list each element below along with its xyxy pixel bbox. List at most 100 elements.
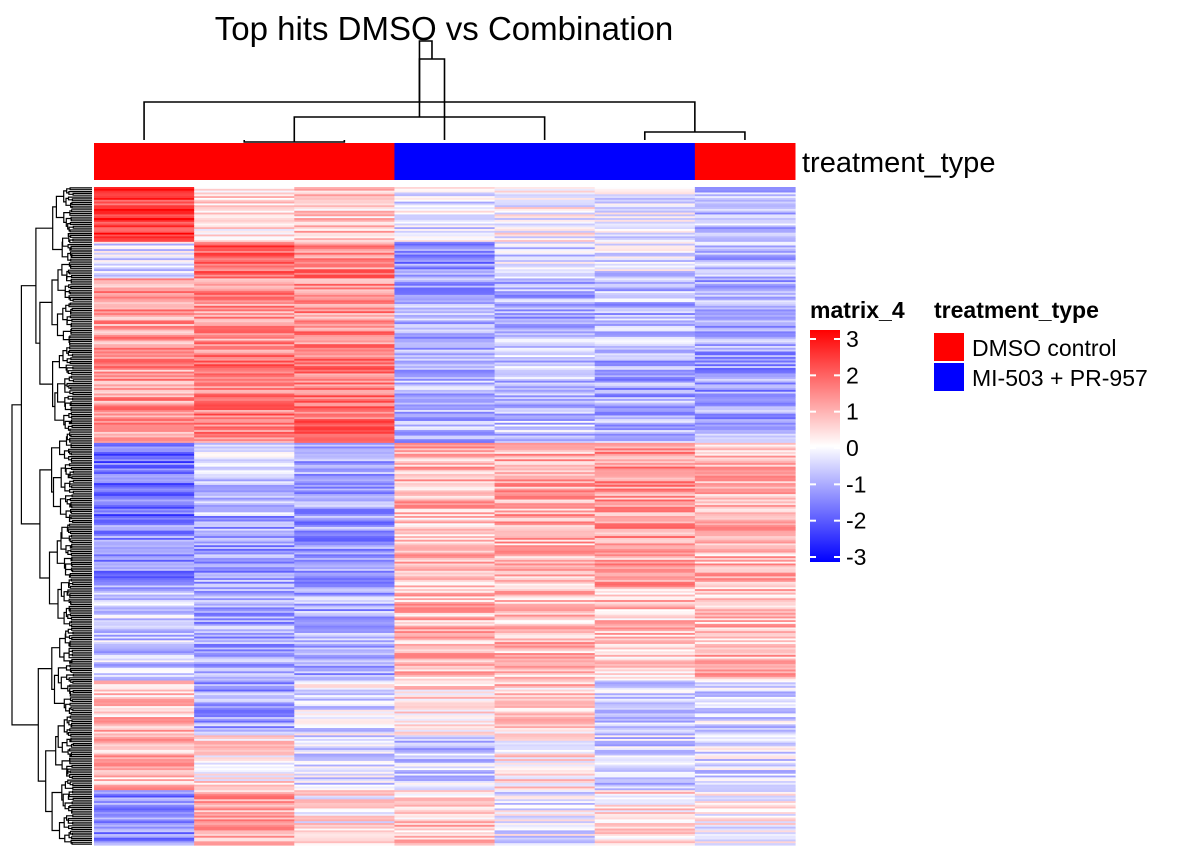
heatmap-cell (594, 779, 696, 782)
heatmap-cell (194, 640, 295, 643)
heatmap-cell (94, 219, 195, 223)
heatmap-cell (294, 245, 396, 248)
heatmap-cell (494, 497, 596, 501)
heatmap-cell (294, 638, 396, 641)
heatmap-cell (494, 428, 596, 431)
heatmap-cell (294, 601, 396, 605)
heatmap-cell (294, 731, 396, 735)
heatmap-cell (94, 313, 195, 316)
heatmap-cell (594, 572, 696, 576)
heatmap-cell (294, 726, 396, 729)
heatmap-cell (394, 325, 496, 329)
heatmap-cell (94, 426, 195, 429)
heatmap-cell (194, 667, 295, 671)
heatmap-cell (494, 713, 596, 716)
heatmap-cell (394, 534, 496, 537)
heatmap-cell (194, 219, 295, 223)
heatmap-cell (594, 340, 696, 343)
heatmap-cell (394, 397, 496, 400)
heatmap-cell (94, 402, 195, 406)
heatmap-cell (394, 241, 496, 245)
heatmap-cell (594, 461, 696, 464)
heatmap-cell (394, 276, 496, 279)
heatmap-cell (194, 598, 295, 601)
heatmap-cell (294, 265, 396, 269)
heatmap-cell (594, 521, 696, 524)
heatmap-cell (394, 656, 496, 660)
heatmap-cell (594, 735, 696, 738)
heatmap-cell (94, 552, 195, 555)
heatmap-cell (194, 618, 295, 621)
heatmap-cell (194, 300, 295, 303)
heatmap-cell (494, 735, 596, 738)
heatmap-cell (694, 261, 796, 265)
heatmap-cell (94, 810, 195, 813)
heatmap-cell (194, 790, 295, 793)
heatmap-cell (94, 229, 195, 232)
heatmap-cell (94, 523, 195, 526)
heatmap-cell (594, 654, 696, 658)
heatmap-cell (594, 790, 696, 793)
heatmap-cell (194, 346, 295, 349)
heatmap-cell (394, 472, 496, 475)
heatmap-cell (394, 386, 496, 389)
heatmap-cell (694, 545, 796, 548)
heatmap-cell (694, 766, 796, 769)
heatmap-cell (194, 647, 295, 651)
heatmap-cell (194, 322, 295, 325)
heatmap-cell (394, 823, 496, 826)
heatmap-cell (294, 819, 396, 822)
heatmap-cell (294, 510, 396, 513)
heatmap-cell (294, 366, 396, 369)
heatmap-cell (494, 389, 596, 393)
heatmap-cell (194, 389, 295, 393)
heatmap-cell (394, 382, 496, 385)
heatmap-cell (294, 194, 396, 197)
heatmap-cell (294, 812, 396, 815)
heatmap-cell (94, 748, 195, 751)
heatmap-cell (94, 627, 195, 630)
heatmap-cell (494, 662, 596, 665)
heatmap-cell (694, 810, 796, 813)
heatmap-cell (694, 517, 796, 521)
heatmap-cell (494, 187, 596, 190)
heatmap-cell (194, 437, 295, 440)
heatmap-cell (594, 293, 696, 296)
heatmap-cell (294, 382, 396, 385)
heatmap-cell (94, 386, 195, 389)
heatmap-cell (94, 596, 195, 599)
heatmap-cell (594, 444, 696, 448)
heatmap-cell (594, 483, 696, 486)
heatmap-cell (694, 748, 796, 751)
heatmap-cell (494, 495, 596, 499)
heatmap-cell (294, 623, 396, 627)
heatmap-cell (94, 581, 195, 585)
heatmap-cell (294, 377, 396, 380)
heatmap-cell (394, 715, 496, 718)
heatmap-cell (194, 728, 295, 731)
heatmap-cell (294, 713, 396, 716)
heatmap-cell (694, 695, 796, 698)
heatmap-cell (494, 523, 596, 526)
heatmap-cell (94, 755, 195, 758)
heatmap-cell (194, 444, 295, 448)
heatmap-cell (594, 640, 696, 643)
heatmap-cell (394, 300, 496, 303)
heatmap-cell (194, 453, 295, 457)
heatmap-cell (694, 647, 796, 651)
heatmap-cell (94, 823, 195, 826)
heatmap-cell (394, 243, 496, 247)
heatmap-cell (494, 759, 596, 762)
heatmap-cell (494, 695, 596, 698)
heatmap-cell (694, 638, 796, 641)
heatmap-cell (394, 289, 496, 292)
heatmap-cell (94, 744, 195, 747)
heatmap-cell (494, 462, 596, 466)
heatmap-cell (494, 503, 596, 506)
heatmap-cell (394, 437, 496, 440)
heatmap-cell (194, 547, 295, 550)
heatmap-cell (394, 479, 496, 482)
heatmap-cell (594, 338, 696, 342)
heatmap-cell (394, 486, 496, 490)
heatmap-cell (394, 413, 496, 417)
